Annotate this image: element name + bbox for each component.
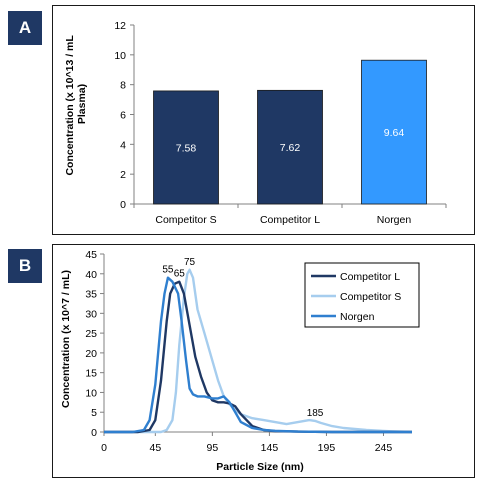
line-chart-x-axis-label: Particle Size (nm): [216, 461, 304, 473]
legend-label-competitor-s: Competitor S: [340, 291, 401, 303]
series-line-norgen: [104, 276, 412, 434]
legend-label-norgen: Norgen: [340, 311, 375, 323]
line-chart-panel: 0 5 10 15 20 25 30 35 40 45 0 45 95 145 195 245 55 65 75 1…: [52, 244, 475, 478]
panel-a-badge: A: [8, 11, 42, 45]
bar-chart-category-label: Competitor L: [260, 214, 320, 226]
line-chart-y-tick-label: 20: [85, 348, 97, 360]
bar-chart-y-axis-label-line1: Concentration (x 10^13 / mL: [64, 35, 76, 176]
bar-value-label: 9.64: [384, 127, 405, 139]
line-chart-x-tick-label: 145: [261, 442, 279, 454]
line-chart-y-tick-label: 0: [91, 427, 97, 439]
bar-chart-y-tick-label: 12: [114, 20, 126, 32]
line-chart-y-tick-label: 15: [85, 368, 97, 380]
bar-chart-y-axis-label-line2: Plasma): [76, 84, 88, 124]
bar-chart: 0 2 4 6 8 10 12 7.58 Competitor S 7.62 Competitor…: [64, 20, 447, 226]
bar-chart-y-tick-label: 2: [120, 169, 126, 181]
line-chart-x-tick-label: 95: [207, 442, 219, 454]
peak-annotation: 65: [174, 269, 186, 280]
bar-chart-category-label: Norgen: [377, 214, 412, 226]
bar-norgen: [361, 59, 427, 205]
bar-value-label: 7.58: [176, 142, 197, 154]
bar-value-label: 7.62: [280, 142, 301, 154]
bar-competitor-l: [257, 89, 323, 205]
line-chart-y-tick-label: 35: [85, 289, 97, 301]
peak-annotation: 55: [162, 265, 174, 276]
panel-b-badge: B: [8, 249, 42, 283]
bar-chart-category-label: Competitor S: [155, 214, 216, 226]
line-chart-x-tick-label: 195: [318, 442, 336, 454]
bar-chart-panel: 0 2 4 6 8 10 12 7.58 Competitor S 7.62 Competitor…: [52, 5, 475, 235]
line-chart-y-tick-label: 5: [91, 407, 97, 419]
line-chart-y-tick-label: 30: [85, 308, 97, 320]
legend-label-competitor-l: Competitor L: [340, 271, 400, 283]
bar-competitor-s: [153, 90, 219, 205]
line-chart-y-axis-label: Concentration (x 10^7 / mL): [60, 270, 72, 408]
line-chart-x-tick-label: 245: [375, 442, 393, 454]
peak-annotation: 75: [184, 257, 196, 268]
peak-annotation: 185: [307, 408, 324, 419]
line-chart-y-tick-label: 25: [85, 328, 97, 340]
bar-chart-y-tick-label: 10: [114, 50, 126, 62]
line-chart-y-tick-label: 45: [85, 249, 97, 261]
bar-chart-y-tick-label: 6: [120, 110, 126, 122]
line-chart-y-tick-label: 10: [85, 387, 97, 399]
bar-chart-y-tick-label: 0: [120, 199, 126, 211]
bar-chart-y-axis-label: Concentration (x 10^13 / mL Plasma): [64, 32, 88, 175]
bar-chart-y-tick-label: 8: [120, 80, 126, 92]
line-chart-x-tick-label: 0: [101, 442, 107, 454]
line-chart-x-tick-label: 45: [149, 442, 161, 454]
line-chart-legend: Competitor L Competitor S Norgen: [304, 262, 420, 328]
bar-chart-y-tick-label: 4: [120, 139, 126, 151]
line-chart-y-tick-label: 40: [85, 269, 97, 281]
